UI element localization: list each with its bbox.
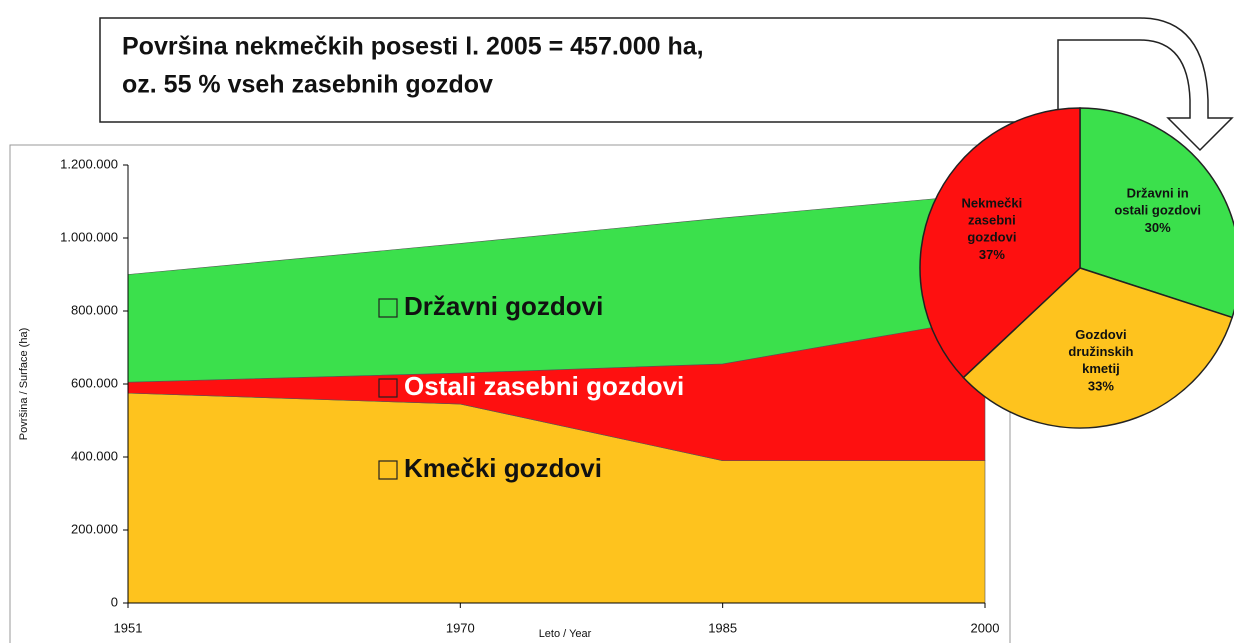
slice-label: Nekmečki zasebni gozdovi <box>962 196 1023 245</box>
y-tick-label: 600.000 <box>71 375 118 390</box>
legend-label: Kmečki gozdovi <box>404 453 602 483</box>
y-axis-label: Površina / Surface (ha) <box>18 328 30 441</box>
x-tick-label: 2000 <box>971 620 1000 635</box>
pie-slice <box>1079 107 1234 319</box>
callout-box <box>99 17 1234 152</box>
y-tick-label: 200.000 <box>71 521 118 536</box>
legend-label: Državni gozdovi <box>404 291 603 321</box>
slice-value-label: 37% <box>979 247 1005 262</box>
y-tick-label: 1.200.000 <box>60 156 118 171</box>
legend-swatch <box>378 298 398 318</box>
pie-slice <box>919 107 1081 379</box>
slice-label: Gozdovi družinskih kmetij <box>1068 328 1133 377</box>
pie-slice <box>962 267 1234 429</box>
callout-text: oz. 55 % vseh zasebnih gozdov <box>122 71 493 99</box>
slice-value-label: 30% <box>1145 220 1171 235</box>
legend-swatch <box>378 460 398 480</box>
x-tick-label: 1970 <box>446 620 475 635</box>
callout-text: Površina nekmečkih posesti l. 2005 = 457… <box>122 33 704 61</box>
area-layer: 0 200.000 400.000 600.000 800.000 1.000.000 1.… <box>60 156 999 635</box>
x-axis-label: Leto / Year <box>539 628 592 640</box>
slice-value-label: 33% <box>1088 379 1114 394</box>
y-tick-label: 400.000 <box>71 448 118 463</box>
x-tick-label: 1985 <box>708 620 737 635</box>
y-tick-label: 800.000 <box>71 302 118 317</box>
legend-swatch <box>378 378 398 398</box>
x-tick-label: 1951 <box>114 620 143 635</box>
slice-label: Državni in ostali gozdovi <box>1114 186 1201 218</box>
y-tick-label: 0 <box>111 594 118 609</box>
y-tick-label: 1.000.000 <box>60 229 118 244</box>
legend-label: Ostali zasebni gozdovi <box>404 371 684 401</box>
